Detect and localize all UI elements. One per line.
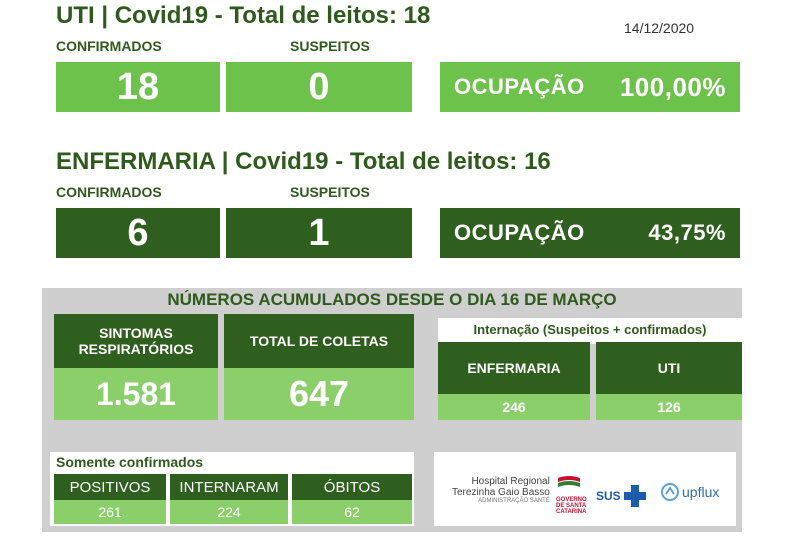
hospital-logo: Hospital Regional Terezinha Gaio Basso A…	[452, 476, 550, 504]
internacao-title: Internação (Suspeitos + confirmados)	[473, 322, 707, 337]
governo-logo: GOVERNO DE SANTA CATARINA	[556, 474, 590, 515]
uti-title: UTI | Covid19 - Total de leitos: 18	[56, 2, 431, 29]
positivos-label: POSITIVOS	[54, 474, 166, 500]
upflux-logo: upflux	[660, 482, 719, 502]
hospital-line-2: Terezinha Gaio Basso	[452, 487, 550, 498]
uti-ocupacao-box: OCUPAÇÃO 100,00%	[440, 62, 740, 112]
sintomas-label-1: SINTOMAS	[99, 325, 173, 341]
enfermaria-title: ENFERMARIA | Covid19 - Total de leitos: …	[56, 148, 551, 175]
enfermaria-ocupacao-label: OCUPAÇÃO	[454, 220, 585, 245]
internaram-value: 224	[170, 500, 288, 524]
enfermaria-suspeitos-label: SUSPEITOS	[290, 184, 370, 200]
coletas-label: TOTAL DE COLETAS	[224, 314, 414, 368]
sus-label: SUS	[596, 489, 621, 503]
internacao-title-bg	[438, 318, 742, 344]
report-date: 14/12/2020	[624, 20, 695, 36]
sus-cross-icon	[623, 485, 646, 507]
sintomas-header: SINTOMAS RESPIRATÓRIOS	[54, 314, 218, 368]
governo-flag-icon	[558, 476, 580, 487]
obitos-label: ÓBITOS	[292, 474, 412, 500]
hospital-line-1: Hospital Regional	[471, 476, 550, 487]
uti-suspeitos-label: SUSPEITOS	[290, 38, 370, 54]
internacao-uti-label: UTI	[596, 342, 742, 394]
enfermaria-confirmados-label: CONFIRMADOS	[56, 184, 162, 200]
uti-confirmados-value: 18	[56, 62, 220, 112]
internacao-uti-value: 126	[596, 394, 742, 420]
sintomas-label-2: RESPIRATÓRIOS	[78, 341, 194, 357]
enfermaria-suspeitos-value: 1	[226, 208, 412, 258]
uti-confirmados-label: CONFIRMADOS	[56, 38, 162, 54]
confirmados-title: Somente confirmados	[56, 454, 204, 470]
governo-line-3: CATARINA	[556, 509, 587, 515]
enfermaria-ocupacao-value: 43,75%	[648, 220, 726, 245]
internaram-label: INTERNARAM	[170, 474, 288, 500]
uti-suspeitos-value: 0	[226, 62, 412, 112]
sus-logo: SUS	[596, 484, 647, 508]
internacao-enfermaria-label: ENFERMARIA	[438, 342, 590, 394]
enfermaria-confirmados-value: 6	[56, 208, 220, 258]
upflux-icon	[661, 483, 679, 501]
positivos-value: 261	[54, 500, 166, 524]
governo-line-2: DE SANTA	[556, 503, 587, 509]
uti-ocupacao-label: OCUPAÇÃO	[454, 74, 585, 99]
upflux-label: upflux	[682, 484, 720, 500]
hospital-line-3: ADMINISTRAÇÃO SANTÉ	[478, 498, 550, 504]
enfermaria-ocupacao-box: OCUPAÇÃO 43,75%	[440, 208, 740, 258]
coletas-value: 647	[224, 368, 414, 420]
logos-inner	[434, 452, 736, 526]
sintomas-value: 1.581	[54, 368, 218, 420]
uti-ocupacao-value: 100,00%	[619, 71, 726, 102]
acumulados-title: NÚMEROS ACUMULADOS DESDE O DIA 16 DE MAR…	[167, 290, 617, 309]
governo-line-1: GOVERNO	[556, 497, 587, 503]
internacao-enfermaria-value: 246	[438, 394, 590, 420]
obitos-value: 62	[292, 500, 412, 524]
